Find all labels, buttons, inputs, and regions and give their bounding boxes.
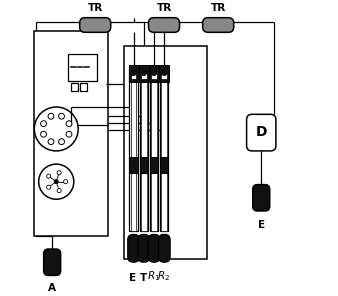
Bar (128, 65, 139, 81)
Circle shape (64, 180, 68, 184)
Bar (139, 65, 149, 81)
FancyBboxPatch shape (148, 234, 160, 262)
Bar (150, 157, 158, 173)
Bar (68, 54, 97, 81)
Bar (140, 157, 148, 173)
Circle shape (34, 107, 78, 151)
FancyBboxPatch shape (247, 114, 276, 151)
FancyBboxPatch shape (159, 234, 170, 262)
Bar (151, 67, 157, 231)
Text: TR: TR (156, 3, 172, 13)
Circle shape (48, 139, 54, 145)
Text: D: D (256, 126, 267, 139)
FancyBboxPatch shape (253, 185, 270, 211)
Bar (161, 67, 167, 231)
Circle shape (48, 113, 54, 119)
Text: A: A (48, 283, 56, 293)
Circle shape (162, 70, 167, 76)
FancyBboxPatch shape (203, 18, 234, 32)
Bar (71, 83, 78, 91)
Bar (131, 67, 137, 231)
Bar (140, 67, 148, 231)
Text: $R_1$: $R_1$ (147, 269, 160, 283)
Text: E: E (258, 220, 265, 230)
Bar (150, 67, 158, 231)
Bar (160, 67, 168, 231)
Bar (129, 67, 138, 231)
Bar (141, 67, 147, 231)
Circle shape (47, 174, 51, 178)
Text: $R_2$: $R_2$ (158, 269, 171, 283)
Circle shape (41, 131, 46, 137)
Circle shape (58, 113, 65, 119)
Circle shape (58, 139, 65, 145)
Bar (131, 73, 137, 79)
FancyBboxPatch shape (128, 234, 139, 262)
Circle shape (54, 180, 58, 184)
Bar (80, 83, 87, 91)
Bar (129, 157, 138, 173)
Circle shape (141, 70, 146, 76)
Text: TR: TR (211, 3, 226, 13)
FancyBboxPatch shape (80, 18, 111, 32)
Bar (151, 73, 157, 79)
Circle shape (66, 131, 72, 137)
Bar (34, 31, 107, 236)
Circle shape (47, 185, 51, 189)
Text: T: T (140, 273, 147, 283)
FancyBboxPatch shape (148, 18, 179, 32)
Circle shape (66, 121, 72, 127)
Circle shape (151, 70, 157, 76)
Bar (149, 65, 159, 81)
Bar (159, 65, 169, 81)
Text: E: E (129, 273, 136, 283)
Bar (141, 73, 147, 79)
Circle shape (57, 171, 61, 175)
FancyBboxPatch shape (44, 249, 61, 275)
FancyBboxPatch shape (138, 234, 150, 262)
Text: TR: TR (88, 3, 103, 13)
Circle shape (39, 164, 74, 199)
Bar (124, 46, 207, 259)
Bar (160, 157, 168, 173)
Circle shape (131, 70, 136, 76)
Circle shape (57, 189, 61, 193)
Circle shape (41, 121, 46, 127)
Bar (161, 73, 167, 79)
